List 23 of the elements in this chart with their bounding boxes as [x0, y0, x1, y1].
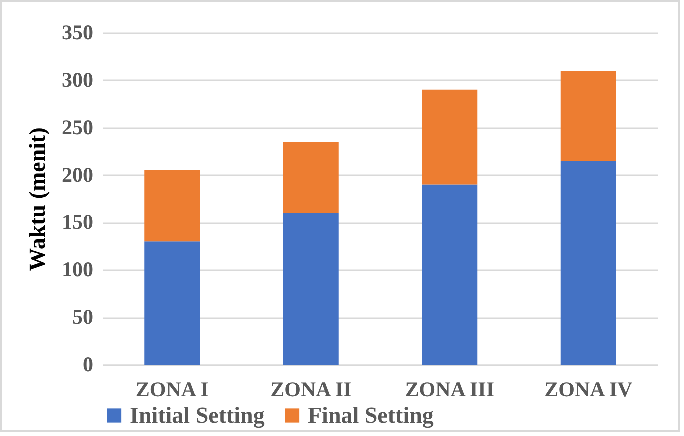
- y-tick-label: 300: [62, 68, 94, 92]
- bar: [560, 70, 616, 162]
- bar: [283, 142, 339, 214]
- legend-label: Initial Setting: [130, 402, 266, 429]
- bar: [144, 242, 200, 365]
- y-tick-label: 100: [62, 258, 94, 282]
- y-tick-label: 50: [72, 305, 94, 330]
- bar: [422, 184, 478, 365]
- y-tick-label: 200: [62, 162, 94, 187]
- x-tick-label: ZONA I: [136, 378, 209, 402]
- y-tick-label: 150: [62, 210, 94, 234]
- y-tick-label: 0: [83, 352, 94, 376]
- x-tick-label: ZONA II: [270, 378, 352, 402]
- y-tick-label: 350: [62, 20, 94, 44]
- bar: [283, 213, 339, 365]
- bar: [560, 161, 616, 365]
- x-tick-label: ZONA III: [405, 378, 495, 402]
- legend-label: Final Setting: [308, 402, 434, 429]
- y-axis-title: Waktu (menit): [25, 128, 50, 272]
- x-tick-label: ZONA IV: [544, 378, 633, 402]
- y-tick-label: 250: [62, 115, 94, 140]
- bar: [144, 170, 200, 242]
- bar: [422, 90, 478, 185]
